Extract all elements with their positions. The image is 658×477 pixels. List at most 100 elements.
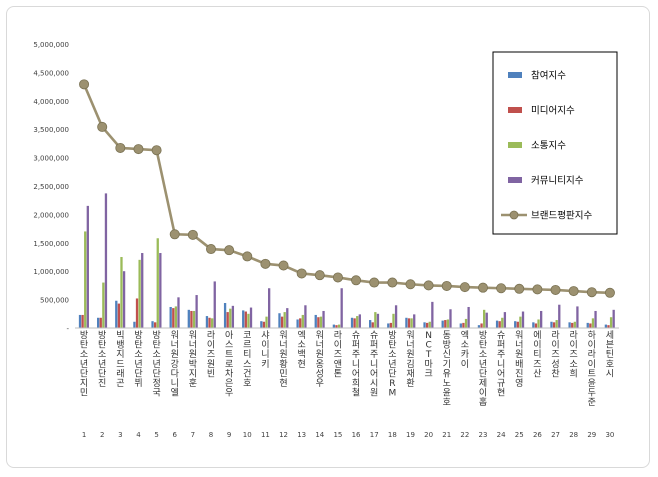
line-point [496,283,507,294]
x-axis-labels: 방 탄 소 년 단 지 민 1 방 탄 소 년 단 진 2 빅 뱅 지 드 래 곤 3 방 탄 소 년 단 뷔 4 방 탄 소 년 단 정 국 5 워 너 원… [80,329,614,439]
bar [480,323,483,328]
x-index-label: 13 [297,431,306,439]
bar [249,307,253,328]
y-tick-label: - [66,325,69,333]
line-point [514,283,525,294]
bar [387,323,390,328]
bar [405,317,408,328]
bar [120,257,123,328]
brand-index-line [79,79,615,298]
x-index-label: 17 [370,431,379,439]
x-index-label: 4 [136,431,141,439]
bar [332,324,336,328]
line-point [387,277,398,288]
x-index-label: 29 [587,431,596,439]
bar [122,271,126,328]
bar [503,312,507,328]
line-point [224,245,235,256]
x-index-label: 20 [424,431,433,439]
bar [260,321,263,328]
y-axis: - 500,000 1,000,000 1,500,000 2,000,000 2,500… [33,41,69,333]
bar [571,322,574,328]
bar [356,316,359,328]
x-index-label: 6 [172,431,177,439]
x-index-label: 12 [279,431,288,439]
bar [265,316,268,328]
line-point [441,280,452,291]
bar [410,318,413,328]
bar [115,300,118,328]
bar [591,318,595,328]
bar [156,238,159,328]
legend-label: 브랜드평판지수 [531,211,592,222]
bar [462,322,465,328]
bar [555,320,558,328]
bar [358,314,361,328]
bar [501,317,504,328]
y-tick-label: 500,000 [40,297,69,305]
bar [172,308,175,328]
bar [296,319,299,328]
legend-label: 미디어지수 [531,106,575,117]
bar [280,316,284,328]
bar [413,314,416,328]
bar [213,281,216,328]
bar [483,309,486,328]
bar [464,318,468,328]
bar [586,322,589,328]
bar [337,324,341,328]
x-index-label: 1 [82,431,86,439]
x-index-label: 7 [191,431,195,439]
bar [177,297,180,328]
bar [537,319,540,328]
bar [223,303,227,328]
x-index-label: 11 [261,431,270,439]
bar [268,288,271,328]
y-tick-label: 4,500,000 [33,69,69,77]
legend-swatch [508,107,522,113]
line-point [568,286,579,297]
y-tick-label: 2,000,000 [33,211,69,219]
bar [441,320,444,328]
line-point [115,142,126,153]
bar [283,312,286,328]
y-tick-label: 5,000,000 [33,41,69,49]
bar [495,320,499,328]
x-index-label: 9 [227,431,231,439]
bar [607,325,610,328]
line-point [532,284,543,295]
y-tick-label: 1,000,000 [33,268,69,276]
line-point [314,270,325,281]
x-index-label: 18 [388,431,397,439]
bar [314,314,317,328]
x-index-label: 10 [243,431,252,439]
line-point [278,260,289,271]
x-index-label: 8 [209,431,213,439]
x-index-label: 25 [515,431,524,439]
line-point [260,258,271,269]
legend-marker [509,210,519,220]
line-point [604,287,615,298]
bar [335,325,338,328]
bar [81,314,84,328]
x-index-label: 19 [406,431,415,439]
bar [187,309,190,328]
bar [244,311,247,328]
bar [84,231,87,328]
bar [169,306,172,328]
